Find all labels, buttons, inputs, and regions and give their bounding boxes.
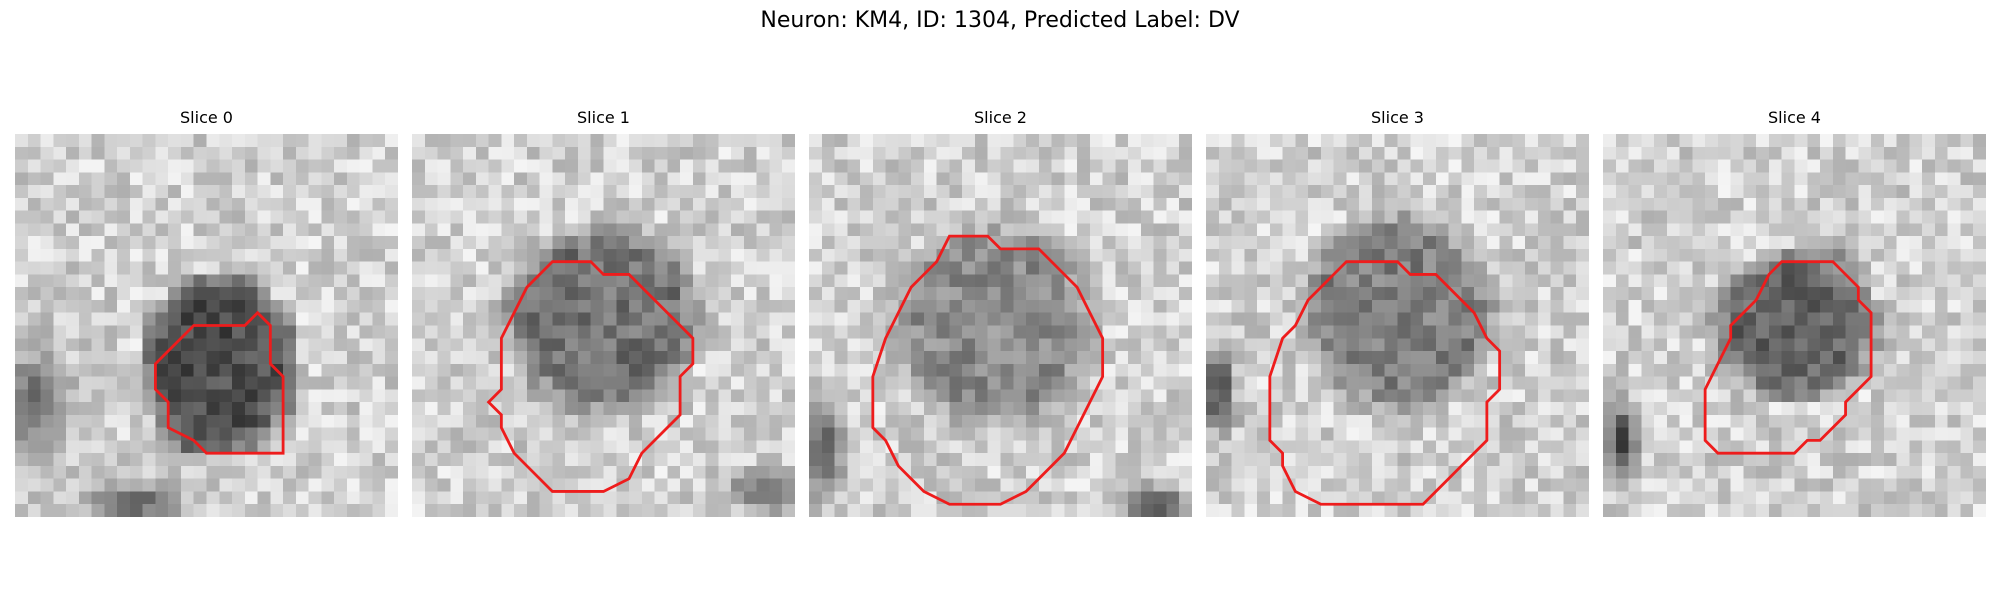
segmentation-contour [871, 234, 1105, 506]
slice-2-image [809, 134, 1192, 517]
slice-3-title: Slice 3 [1371, 108, 1424, 127]
slice-1-title: Slice 1 [577, 108, 630, 127]
segmentation-contour [1268, 260, 1502, 506]
slice-1-image [412, 134, 795, 517]
slice-4-image [1603, 134, 1986, 517]
slice-0-title: Slice 0 [180, 108, 233, 127]
segmentation-contour [486, 260, 695, 493]
slice-3-image [1206, 134, 1589, 517]
figure-title: Neuron: KM4, ID: 1304, Predicted Label: … [760, 8, 1240, 33]
slice-4-title: Slice 4 [1768, 108, 1821, 127]
slice-0-image [15, 134, 398, 517]
slice-2-title: Slice 2 [974, 108, 1027, 127]
segmentation-contour [154, 310, 285, 455]
segmentation-contour [1703, 260, 1873, 455]
